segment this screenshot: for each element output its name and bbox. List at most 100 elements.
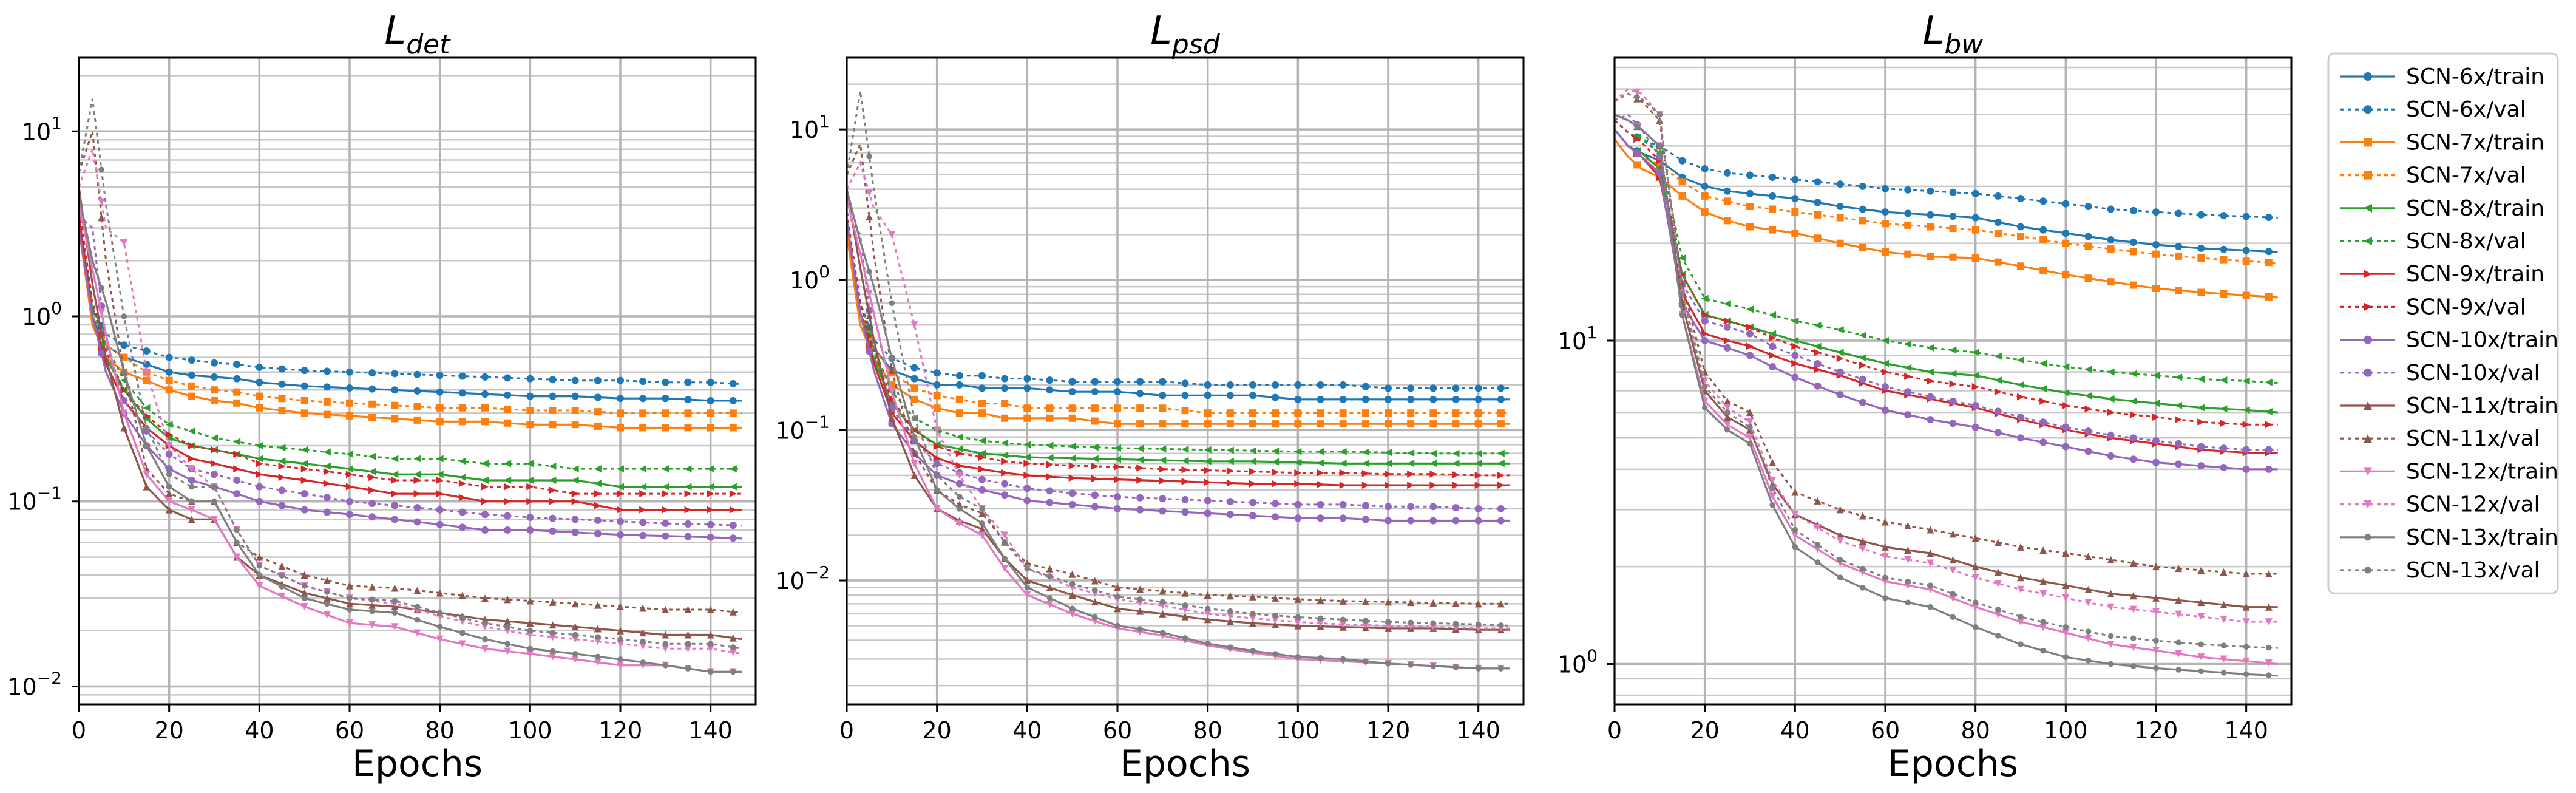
data-point-scn-6x-val	[1949, 188, 1957, 196]
data-point-scn-12x-train	[413, 629, 421, 637]
data-point-scn-7x-val	[1859, 217, 1866, 225]
data-point-scn-9x-train	[300, 477, 308, 485]
data-point-scn-8x-val	[1046, 441, 1054, 449]
x-axis-label: Epochs	[1120, 743, 1250, 785]
data-point-scn-8x-train	[571, 477, 579, 485]
data-point-scn-9x-train	[1429, 482, 1437, 489]
data-point-scn-11x-val	[888, 366, 896, 374]
data-point-scn-11x-train	[707, 631, 714, 639]
data-point-scn-9x-val	[526, 483, 534, 491]
data-point-scn-7x-train	[413, 416, 421, 424]
data-point-scn-6x-train	[2129, 238, 2137, 246]
data-point-scn-11x-train	[1046, 584, 1054, 591]
data-point-scn-9x-val	[1859, 361, 1866, 369]
data-point-scn-7x-train	[143, 376, 151, 384]
data-point-scn-7x-train	[2017, 262, 2024, 270]
data-point-scn-9x-train	[1385, 482, 1392, 489]
data-point-scn-13x-val	[957, 494, 963, 500]
data-point-scn-9x-val	[662, 490, 669, 498]
data-point-scn-13x-train	[1385, 661, 1391, 667]
data-point-scn-13x-train	[2062, 654, 2069, 660]
legend-marker	[2364, 203, 2372, 213]
data-point-scn-12x-train	[2107, 641, 2115, 648]
data-point-scn-9x-train	[1181, 478, 1189, 486]
data-point-scn-9x-val	[729, 490, 737, 498]
data-point-scn-7x-train	[571, 421, 579, 429]
data-point-scn-6x-val	[368, 369, 376, 377]
data-point-scn-12x-train	[120, 409, 128, 417]
data-point-scn-12x-train	[98, 308, 106, 316]
data-point-scn-12x-val	[1904, 556, 1912, 563]
data-point-scn-9x-train	[549, 497, 557, 505]
data-point-scn-13x-val	[2198, 641, 2205, 647]
data-point-scn-10x-val	[1181, 495, 1189, 503]
data-point-scn-9x-val	[1814, 349, 1822, 356]
data-point-scn-11x-train	[1723, 413, 1731, 421]
data-point-scn-13x-val	[2085, 628, 2092, 635]
data-point-scn-7x-train	[2265, 293, 2273, 301]
data-point-scn-8x-val	[1678, 254, 1686, 262]
data-point-scn-7x-train	[188, 392, 195, 400]
data-point-scn-10x-val	[1023, 485, 1031, 492]
data-point-scn-7x-train	[1204, 420, 1212, 428]
data-point-scn-7x-train	[2175, 287, 2183, 294]
data-point-scn-7x-train	[1339, 420, 1347, 428]
panel-title: Lbw	[1923, 9, 1984, 60]
legend-label: SCN-9x/train	[2406, 262, 2544, 287]
data-point-scn-11x-train	[323, 594, 331, 602]
data-point-scn-12x-val	[707, 645, 714, 653]
data-point-scn-8x-train	[2265, 408, 2273, 416]
data-point-scn-13x-val	[1475, 621, 1482, 628]
data-point-scn-9x-val	[413, 477, 421, 485]
data-point-scn-6x-train	[2039, 226, 2047, 234]
data-point-scn-9x-val	[1882, 368, 1889, 376]
data-point-scn-10x-train	[1949, 420, 1957, 427]
data-point-scn-12x-train	[211, 516, 218, 523]
series-line-scn-6x-train	[1615, 129, 2278, 253]
data-point-scn-7x-train	[1678, 192, 1686, 200]
legend-marker	[2364, 335, 2372, 344]
data-point-scn-9x-train	[1023, 471, 1031, 479]
data-point-scn-9x-val	[955, 449, 963, 457]
data-point-scn-9x-train	[933, 454, 941, 462]
data-point-scn-13x-train	[1317, 655, 1324, 661]
data-point-scn-6x-train	[1001, 384, 1009, 392]
data-point-scn-10x-val	[1882, 383, 1889, 390]
data-point-scn-12x-val	[1001, 531, 1009, 539]
data-point-scn-7x-train	[1769, 226, 1777, 234]
data-point-scn-10x-val	[1971, 401, 1979, 409]
legend-entry: SCN-6x/val	[2340, 97, 2526, 122]
data-point-scn-12x-val	[1204, 610, 1212, 618]
data-point-scn-7x-val	[165, 376, 173, 384]
data-point-scn-11x-train	[2152, 594, 2160, 602]
data-point-scn-9x-val	[1361, 469, 1369, 477]
data-point-scn-9x-val	[2084, 405, 2092, 413]
data-point-scn-12x-train	[1046, 601, 1054, 608]
data-point-scn-8x-train	[2197, 404, 2205, 412]
legend-entry: SCN-12x/train	[2340, 459, 2558, 484]
data-point-scn-9x-val	[211, 446, 218, 454]
data-point-scn-8x-val	[1114, 444, 1121, 452]
data-point-scn-11x-val	[1836, 506, 1844, 514]
data-point-scn-6x-train	[2175, 242, 2183, 250]
data-point-scn-10x-val	[1204, 497, 1212, 505]
data-point-scn-8x-train	[617, 483, 624, 491]
data-point-scn-9x-val	[165, 431, 173, 438]
data-point-scn-7x-val	[1159, 404, 1167, 412]
data-point-scn-11x-val	[1159, 587, 1167, 595]
data-point-scn-7x-train	[436, 418, 444, 426]
data-point-scn-8x-val	[2197, 375, 2205, 383]
data-point-scn-12x-train	[2197, 653, 2205, 661]
data-point-scn-11x-val	[639, 604, 647, 612]
data-point-scn-9x-val	[1971, 383, 1979, 390]
data-point-scn-9x-val	[233, 450, 241, 458]
data-point-scn-10x-train	[413, 518, 421, 526]
data-point-scn-12x-train	[910, 460, 918, 468]
data-point-scn-12x-val	[617, 640, 624, 648]
data-point-scn-13x-train	[979, 520, 985, 526]
data-point-scn-6x-train	[1136, 390, 1144, 398]
data-point-scn-13x-train	[256, 572, 263, 578]
legend-label: SCN-7x/val	[2406, 163, 2526, 188]
legend-entry: SCN-13x/train	[2340, 525, 2558, 550]
data-point-scn-9x-val	[707, 490, 714, 498]
